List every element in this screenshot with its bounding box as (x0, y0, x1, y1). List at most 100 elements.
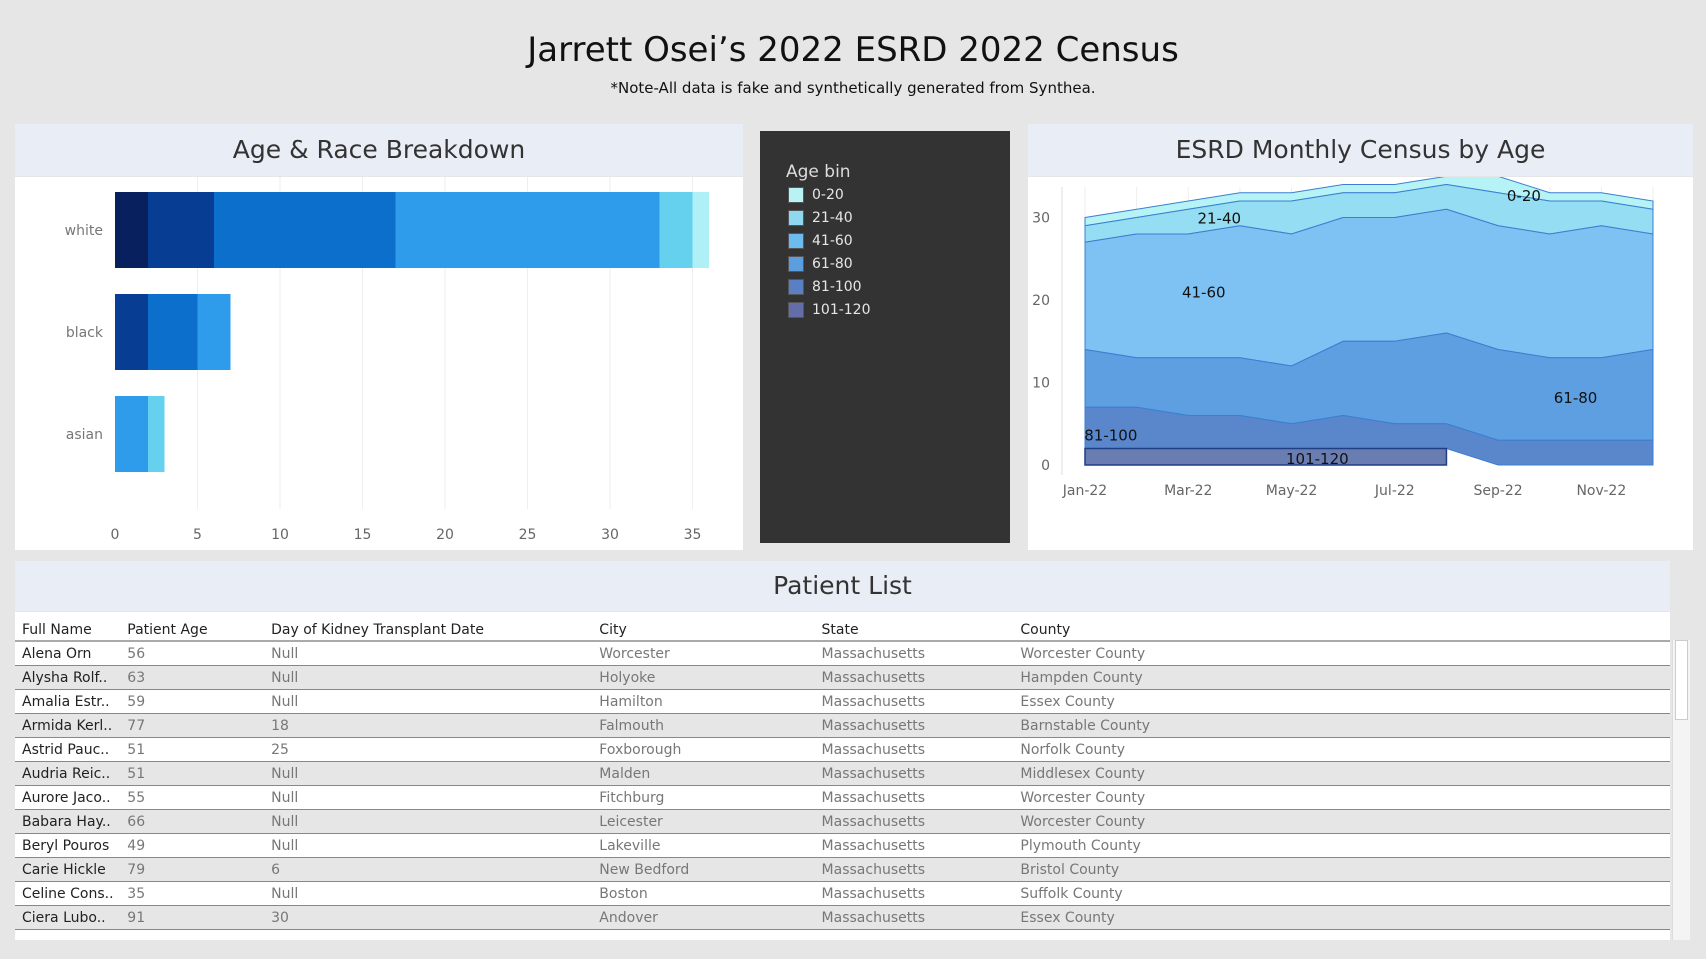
bar-segment[interactable] (148, 294, 198, 370)
bar-x-tick-label: 25 (519, 527, 537, 543)
legend-swatch (788, 233, 804, 249)
table-row[interactable]: Babara Hay.. 66 Null Leicester Massachusetts… (15, 809, 1670, 834)
table-cell: Essex County (1013, 905, 1670, 930)
legend-label: 101-120 (812, 302, 871, 318)
table-row[interactable]: Audria Reic.. 51 Null Malden Massachusetts Mi… (15, 761, 1670, 786)
table-cell: Massachusetts (814, 689, 1014, 714)
table-cell: Hamilton (592, 689, 815, 714)
bar-segment[interactable] (214, 192, 396, 268)
table-cell: Leicester (592, 809, 815, 834)
bar-category-label: black (66, 325, 104, 341)
legend-label: 0-20 (812, 187, 844, 203)
area-x-tick-label: Sep-22 (1473, 483, 1522, 499)
table-cell: Worcester County (1013, 641, 1670, 666)
column-header[interactable]: City (592, 612, 815, 642)
bar-segment[interactable] (659, 192, 693, 268)
table-cell: Massachusetts (814, 881, 1014, 906)
dashboard-title: Jarrett Osei’s 2022 ESRD 2022 Census (527, 30, 1179, 70)
area-annotation-81-100: 81-100 (1084, 426, 1137, 444)
table-row[interactable]: Celine Cons.. 35 Null Boston Massachusetts Su… (15, 881, 1670, 906)
table-cell: Alena Orn (15, 641, 121, 666)
bar-segment[interactable] (148, 192, 214, 268)
column-header[interactable]: Full Name (15, 612, 121, 642)
legend-swatch (788, 256, 804, 272)
table-cell: Aurore Jaco.. (15, 785, 121, 810)
area-y-tick-label: 20 (1032, 293, 1050, 309)
area-chart-title: ESRD Monthly Census by Age (1028, 124, 1693, 176)
patient-table-container[interactable]: Full Name Patient Age Day of Kidney Transp… (15, 612, 1670, 940)
legend-item-101-120[interactable]: 101-120 (788, 299, 871, 321)
age-bin-legend[interactable]: Age bin 0-20 21-40 41-60 61-80 81-100 101-120 (760, 131, 1010, 543)
legend-item-41-60[interactable]: 41-60 (788, 230, 853, 252)
table-row[interactable]: Carie Hickle 79 6 New Bedford Massachusetts B… (15, 857, 1670, 882)
table-cell: Norfolk County (1013, 737, 1670, 762)
table-row[interactable]: Amalia Estr.. 59 Null Hamilton Massachusetts… (15, 689, 1670, 714)
table-cell: Null (264, 833, 593, 858)
table-cell: Plymouth County (1013, 833, 1670, 858)
table-cell: 66 (120, 809, 265, 834)
area-y-tick-label: 30 (1032, 211, 1050, 227)
table-cell: Alysha Rolf.. (15, 665, 121, 690)
table-cell: Null (264, 881, 593, 906)
table-cell: Falmouth (592, 713, 815, 738)
table-cell: Essex County (1013, 689, 1670, 714)
column-header[interactable]: Day of Kidney Transplant Date (264, 612, 593, 642)
table-row[interactable]: Alysha Rolf.. 63 Null Holyoke Massachusetts H… (15, 665, 1670, 690)
table-cell: Null (264, 785, 593, 810)
table-cell: Hampden County (1013, 665, 1670, 690)
bar-segment[interactable] (115, 192, 148, 268)
table-cell: Lakeville (592, 833, 815, 858)
table-cell: Boston (592, 881, 815, 906)
bar-segment[interactable] (197, 294, 231, 370)
table-cell: Massachusetts (814, 857, 1014, 882)
table-cell: Celine Cons.. (15, 881, 121, 906)
area-annotation-0-20: 0-20 (1507, 187, 1541, 205)
table-row[interactable]: Ciera Lubo.. 91 30 Andover Massachusetts Esse… (15, 905, 1670, 930)
legend-item-81-100[interactable]: 81-100 (788, 276, 862, 298)
table-cell: Amalia Estr.. (15, 689, 121, 714)
bar-segment[interactable] (148, 396, 165, 472)
area-chart: 0 10 20 30 Jan-22 Mar-22 May-22 Jul-22 Sep-22 Nov… (1032, 175, 1654, 499)
table-cell: 56 (120, 641, 265, 666)
table-row[interactable]: Astrid Pauc.. 51 25 Foxborough Massachusetts… (15, 737, 1670, 762)
table-cell: 51 (120, 761, 265, 786)
table-row[interactable]: Aurore Jaco.. 55 Null Fitchburg Massachusett… (15, 785, 1670, 810)
bar-segment[interactable] (115, 396, 148, 472)
table-scrollbar[interactable] (1672, 640, 1690, 940)
bar-segment[interactable] (115, 294, 148, 370)
column-header[interactable]: County (1013, 612, 1670, 642)
table-cell: Astrid Pauc.. (15, 737, 121, 762)
bar-x-tick-label: 5 (193, 527, 202, 543)
legend-item-0-20[interactable]: 0-20 (788, 184, 844, 206)
table-cell: Bristol County (1013, 857, 1670, 882)
bar-segment[interactable] (395, 192, 660, 268)
area-x-tick-label: Mar-22 (1164, 483, 1212, 499)
table-cell: 49 (120, 833, 265, 858)
column-header[interactable]: Patient Age (120, 612, 265, 642)
legend-label: 41-60 (812, 233, 853, 249)
legend-item-61-80[interactable]: 61-80 (788, 253, 853, 275)
table-cell: Null (264, 641, 593, 666)
bar-x-tick-label: 10 (271, 527, 289, 543)
table-cell: 77 (120, 713, 265, 738)
table-row[interactable]: Alena Orn 56 Null Worcester Massachusetts Wor… (15, 641, 1670, 666)
area-x-tick-label: May-22 (1266, 483, 1318, 499)
table-row[interactable]: Armida Kerl.. 77 18 Falmouth Massachusetts Ba… (15, 713, 1670, 738)
column-header[interactable]: State (814, 612, 1014, 642)
table-cell: Audria Reic.. (15, 761, 121, 786)
table-cell: 30 (264, 905, 593, 930)
table-cell: Null (264, 665, 593, 690)
area-annotation-41-60: 41-60 (1182, 284, 1226, 302)
bar-segment[interactable] (692, 192, 710, 268)
area-series-101-120[interactable] (1084, 448, 1447, 466)
scrollbar-thumb[interactable] (1675, 640, 1688, 720)
area-annotation-101-120: 101-120 (1286, 450, 1349, 468)
table-cell: Fitchburg (592, 785, 815, 810)
area-x-tick-label: Nov-22 (1576, 483, 1626, 499)
table-row[interactable]: Beryl Pouros 49 Null Lakeville Massachusetts… (15, 833, 1670, 858)
table-cell: 91 (120, 905, 265, 930)
table-cell: Null (264, 761, 593, 786)
dashboard-subtitle: *Note-All data is fake and synthetically… (610, 79, 1096, 97)
legend-title: Age bin (786, 162, 851, 182)
legend-item-21-40[interactable]: 21-40 (788, 207, 853, 229)
